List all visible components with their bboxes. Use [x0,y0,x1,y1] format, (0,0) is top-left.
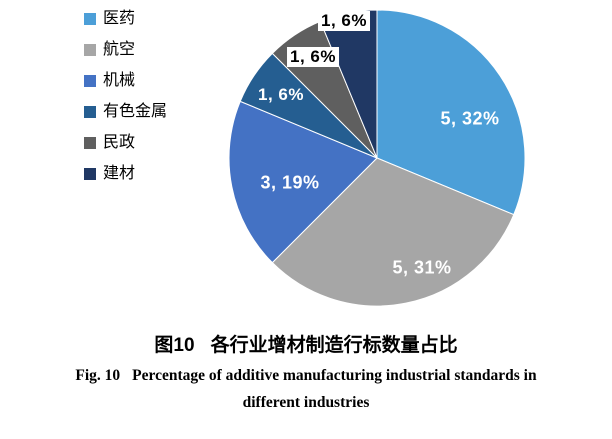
pie-slice-机械 [228,100,378,264]
legend-swatch-icon [84,136,96,149]
legend-label: 民政 [103,134,136,151]
legend-item-5: 民政 [84,132,167,153]
caption-en-title: Percentage of additive manufacturing ind… [132,367,537,384]
legend-item-2: 航空 [84,39,167,60]
legend-swatch-icon [84,43,96,56]
legend-item-1: 医药 [84,8,167,29]
caption-en: Fig. 10 Percentage of additive manufactur… [36,362,576,416]
caption-zh: 图10 各行业增材制造行标数量占比 [0,330,612,357]
legend-label: 建材 [103,165,136,182]
caption-en-number: Fig. 10 [75,367,121,384]
legend-item-4: 有色金属 [84,101,167,122]
legend-label: 医药 [103,10,136,27]
legend-item-3: 机械 [84,70,167,91]
caption-zh-title: 各行业增材制造行标数量占比 [210,335,458,356]
pie-chart [227,8,527,308]
caption-zh-number: 图10 [154,335,195,356]
pie-svg [228,9,526,307]
legend-label: 机械 [103,72,136,89]
pie-slice-医药 [376,9,526,216]
legend-label: 航空 [103,41,136,58]
legend-swatch-icon [84,167,96,180]
legend-swatch-icon [84,74,96,87]
legend-swatch-icon [84,12,96,25]
legend-label: 有色金属 [103,103,168,120]
legend-swatch-icon [84,105,96,118]
caption-en-line2: different industries [242,394,370,411]
caption-en-line1: Fig. 10 Percentage of additive manufactur… [36,362,576,389]
pie-slice-航空 [271,157,515,307]
legend-item-6: 建材 [84,163,167,184]
chart-legend: 医药航空机械有色金属民政建材 [84,8,167,184]
